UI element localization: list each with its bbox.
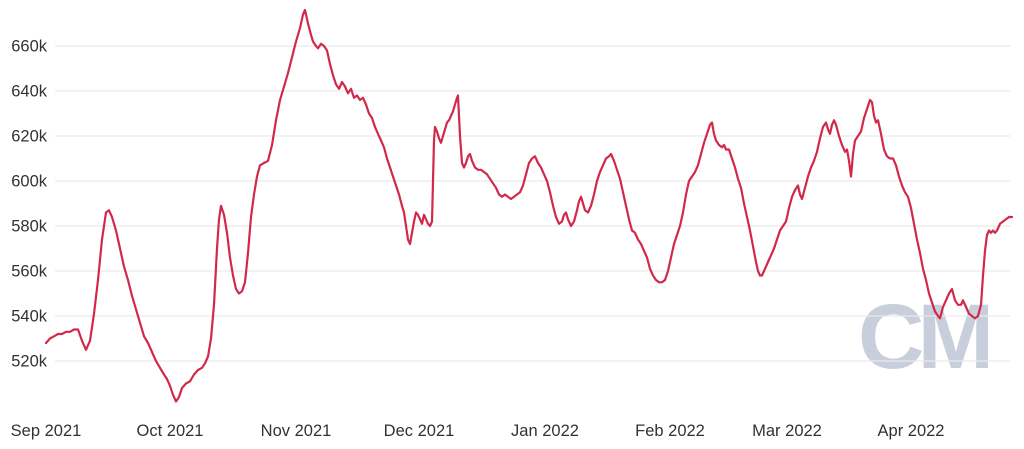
x-tick-label: Jan 2022 xyxy=(511,422,579,440)
x-tick-label: Feb 2022 xyxy=(635,422,705,440)
y-tick-label: 660k xyxy=(11,38,48,56)
x-tick-label: Mar 2022 xyxy=(752,422,822,440)
watermark-logo: CM xyxy=(858,286,988,388)
y-tick-label: 640k xyxy=(11,83,48,101)
x-tick-label: Apr 2022 xyxy=(878,422,945,440)
y-tick-label: 540k xyxy=(11,308,48,326)
x-tick-label: Nov 2021 xyxy=(261,422,332,440)
x-tick-label: Dec 2021 xyxy=(384,422,455,440)
y-tick-label: 520k xyxy=(11,353,48,371)
x-tick-label: Sep 2021 xyxy=(11,422,82,440)
y-tick-label: 620k xyxy=(11,128,48,146)
y-tick-label: 560k xyxy=(11,263,48,281)
price-line xyxy=(44,8,1014,403)
y-tick-label: 600k xyxy=(11,173,48,191)
y-tick-label: 580k xyxy=(11,218,48,236)
x-tick-label: Oct 2021 xyxy=(137,422,204,440)
